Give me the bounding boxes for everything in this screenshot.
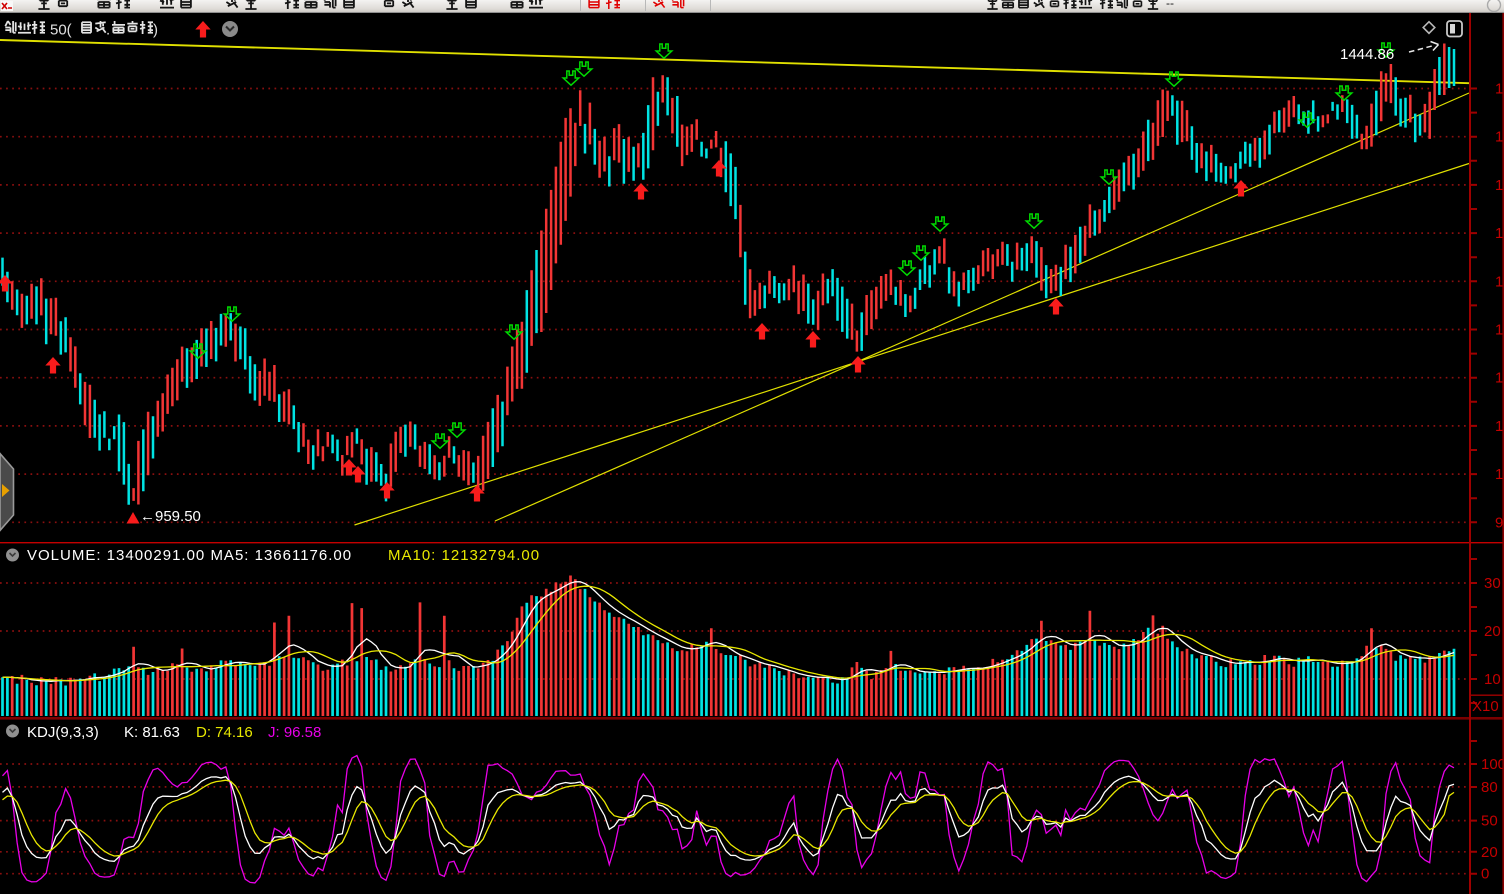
svg-text:1200: 1200	[1495, 273, 1504, 290]
svg-text:80: 80	[1481, 779, 1498, 796]
svg-text:20: 20	[1484, 623, 1501, 640]
svg-text:KDJ(9,3,3): KDJ(9,3,3)	[27, 724, 99, 741]
svg-text:1300: 1300	[1495, 177, 1504, 194]
svg-text:1000: 1000	[1495, 466, 1504, 483]
svg-text:1444.86: 1444.86	[1340, 46, 1394, 63]
svg-text:50(: 50(	[50, 22, 72, 39]
svg-text:1100: 1100	[1495, 370, 1504, 387]
svg-text:D: 74.16: D: 74.16	[196, 724, 253, 741]
svg-text:K: 81.63: K: 81.63	[124, 724, 180, 741]
svg-text:10: 10	[1484, 671, 1501, 688]
svg-text:.: .	[106, 22, 110, 39]
svg-text:J: 96.58: J: 96.58	[268, 724, 321, 741]
svg-text:0: 0	[1481, 866, 1489, 883]
svg-text:1250: 1250	[1495, 225, 1504, 242]
svg-text:←959.50: ←959.50	[140, 508, 201, 525]
svg-text:X10: X10	[1472, 698, 1499, 715]
svg-text:1400: 1400	[1495, 81, 1504, 98]
svg-text:950: 950	[1495, 514, 1504, 531]
svg-text:50: 50	[1481, 813, 1498, 830]
svg-text:100: 100	[1481, 756, 1504, 773]
svg-text:--: --	[1166, 0, 1174, 10]
svg-text:1150: 1150	[1495, 322, 1504, 339]
svg-text:20: 20	[1481, 844, 1498, 861]
svg-text:VOLUME: 13400291.00 MA5: 13661: VOLUME: 13400291.00 MA5: 13661176.00	[27, 547, 352, 564]
svg-text:): )	[153, 22, 158, 39]
svg-text:30: 30	[1484, 575, 1501, 592]
svg-text:1350: 1350	[1495, 129, 1504, 146]
svg-text:MA10: 12132794.00: MA10: 12132794.00	[388, 547, 540, 564]
